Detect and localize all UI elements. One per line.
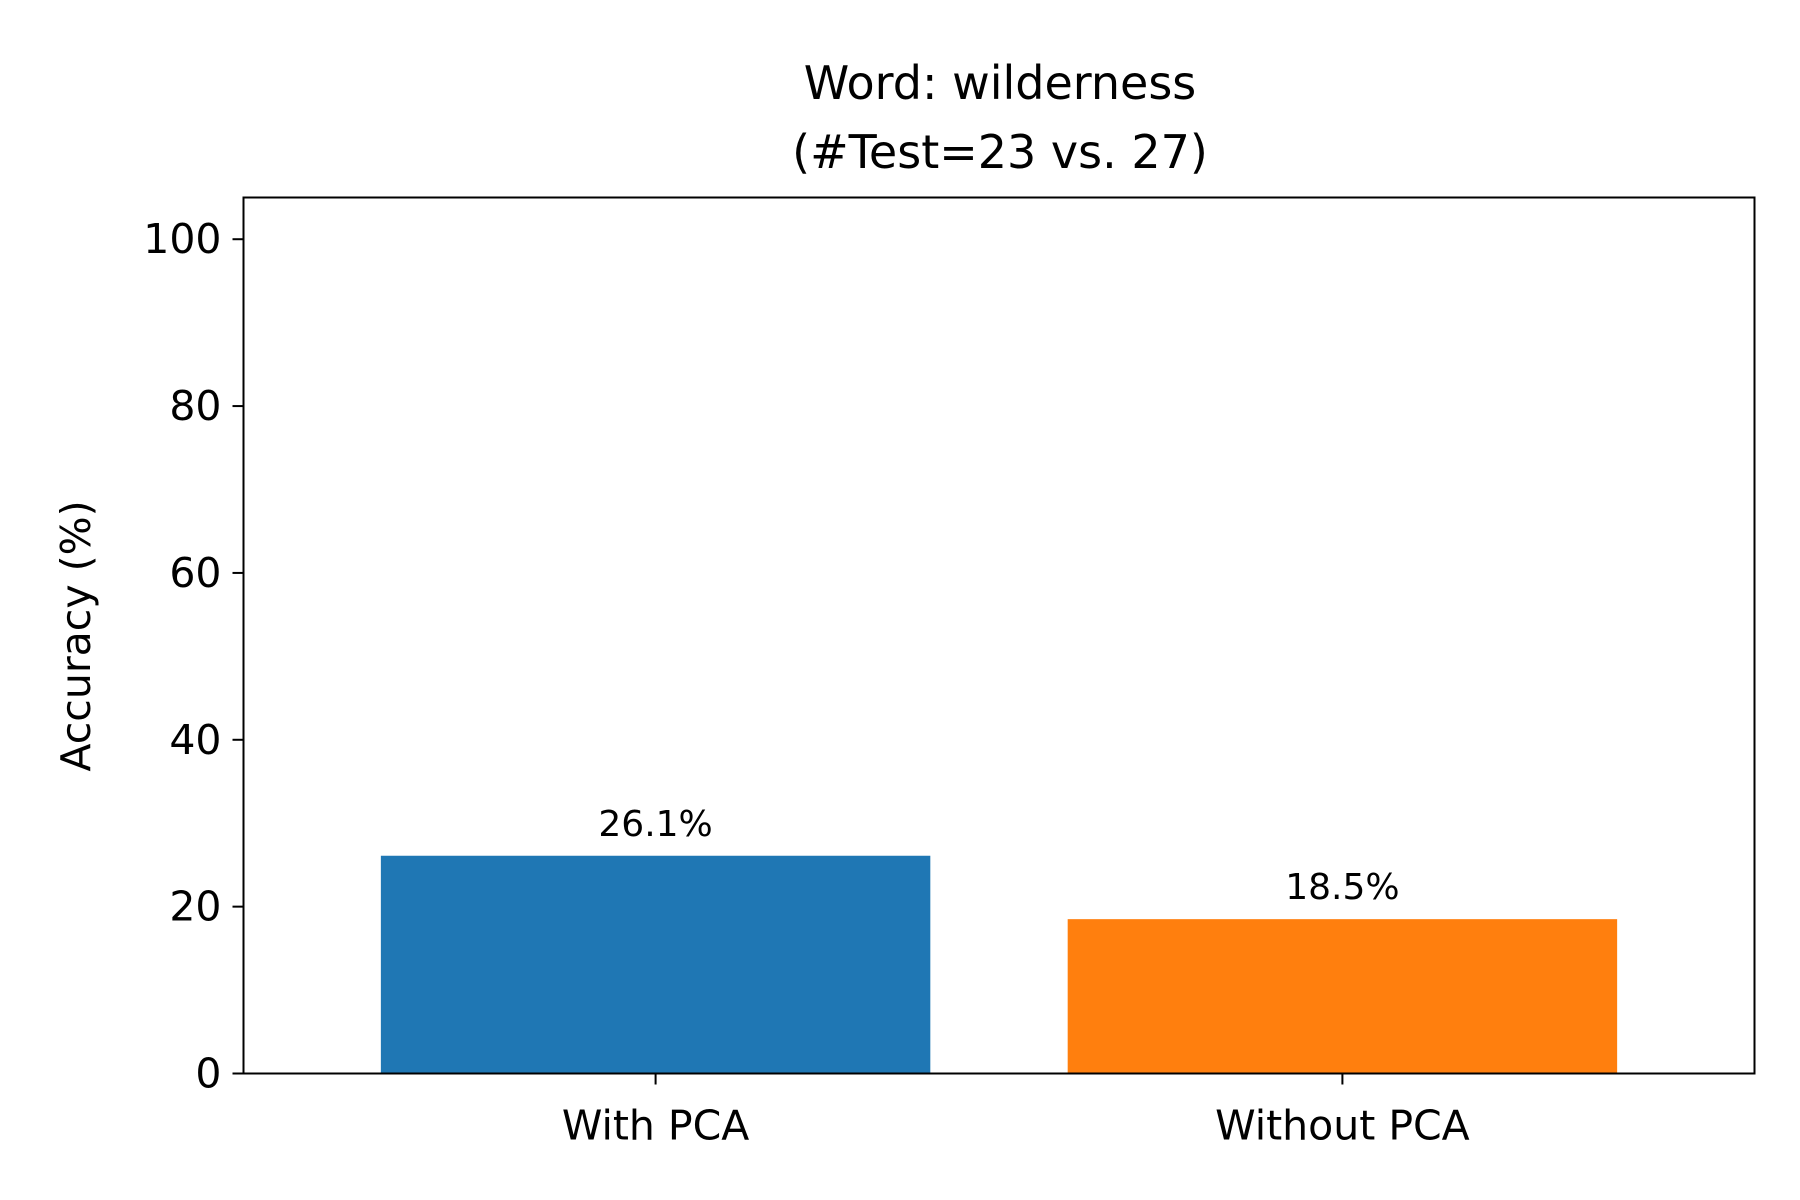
bar-labels-group: 26.1% 18.5% — [598, 804, 1399, 908]
y-axis-label: Accuracy (%) — [52, 500, 100, 771]
x-tick-label: With PCA — [562, 1102, 750, 1150]
y-axis: 0 20 40 60 80 100 — [143, 215, 244, 1098]
bar-with-pca — [380, 855, 931, 1074]
bar-without-pca — [1067, 919, 1618, 1074]
y-tick-label: 100 — [143, 215, 221, 263]
chart-title-line2: (#Test=23 vs. 27) — [792, 125, 1208, 179]
y-tick-label: 40 — [169, 716, 221, 764]
bars-group — [380, 855, 1618, 1074]
chart-title-line1: Word: wilderness — [804, 56, 1197, 110]
y-tick-label: 0 — [195, 1050, 221, 1098]
y-tick-label: 20 — [169, 883, 221, 931]
plot-frame — [242, 196, 1756, 1075]
x-axis: With PCA Without PCA — [562, 1073, 1470, 1150]
y-tick-label: 80 — [169, 382, 221, 430]
x-tick-label: Without PCA — [1215, 1102, 1470, 1150]
bar-value-label: 26.1% — [598, 804, 712, 845]
bar-value-label: 18.5% — [1285, 867, 1399, 908]
y-tick-label: 60 — [169, 549, 221, 597]
